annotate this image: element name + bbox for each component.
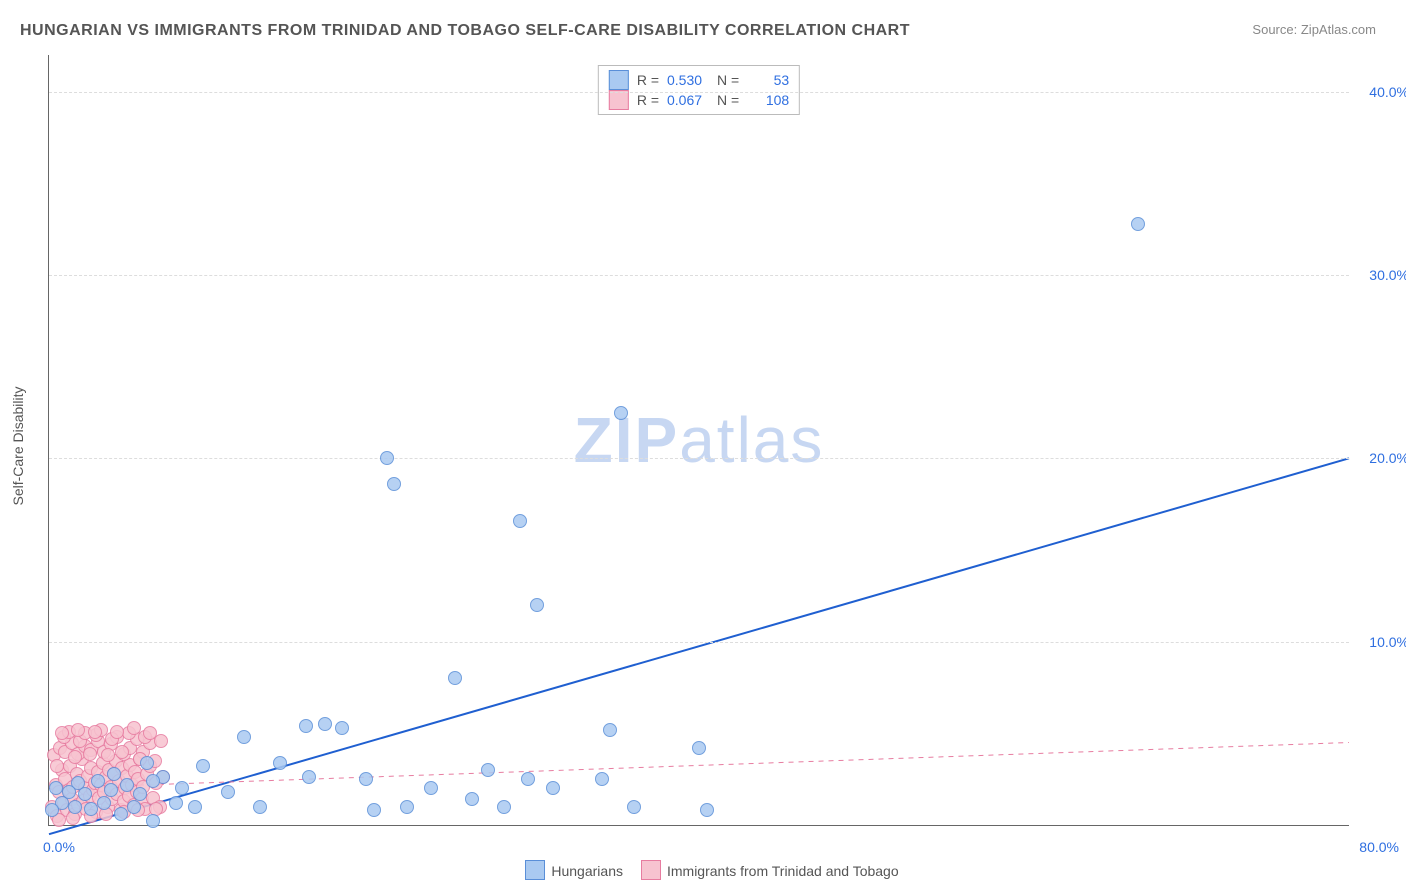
- x-tick-label: 0.0%: [43, 839, 75, 855]
- gridline: [49, 275, 1349, 276]
- data-point-hungarians: [68, 800, 82, 814]
- data-point-hungarians: [513, 514, 527, 528]
- data-point-hungarians: [114, 807, 128, 821]
- data-point-hungarians: [530, 598, 544, 612]
- data-point-hungarians: [133, 787, 147, 801]
- y-tick-label: 30.0%: [1354, 267, 1406, 283]
- data-point-hungarians: [367, 803, 381, 817]
- source-value: ZipAtlas.com: [1301, 22, 1376, 37]
- data-point-hungarians: [299, 719, 313, 733]
- data-point-hungarians: [400, 800, 414, 814]
- legend-swatch-hungarians: [609, 70, 629, 90]
- y-tick-label: 40.0%: [1354, 84, 1406, 100]
- legend-label-hungarians: Hungarians: [551, 863, 623, 879]
- trend-line-hungarians: [49, 458, 1349, 834]
- data-point-hungarians: [302, 770, 316, 784]
- legend-series: Hungarians Immigrants from Trinidad and T…: [0, 860, 1406, 880]
- data-point-hungarians: [97, 796, 111, 810]
- data-point-hungarians: [380, 451, 394, 465]
- data-point-hungarians: [614, 406, 628, 420]
- gridline: [49, 642, 1349, 643]
- data-point-hungarians: [359, 772, 373, 786]
- data-point-trinidad: [115, 745, 129, 759]
- legend-swatch-trinidad: [641, 860, 661, 880]
- data-point-hungarians: [49, 781, 63, 795]
- data-point-hungarians: [448, 671, 462, 685]
- data-point-trinidad: [88, 725, 102, 739]
- data-point-hungarians: [465, 792, 479, 806]
- scatter-plot: ZIPatlas R =0.530N =53R =0.067N =108 10.…: [48, 55, 1349, 826]
- data-point-hungarians: [335, 721, 349, 735]
- data-point-hungarians: [221, 785, 235, 799]
- data-point-hungarians: [253, 800, 267, 814]
- legend-r-prefix: R =: [637, 92, 659, 108]
- data-point-hungarians: [146, 774, 160, 788]
- data-point-hungarians: [196, 759, 210, 773]
- data-point-hungarians: [120, 778, 134, 792]
- data-point-hungarians: [91, 774, 105, 788]
- data-point-hungarians: [107, 767, 121, 781]
- legend-r-prefix: R =: [637, 72, 659, 88]
- data-point-hungarians: [273, 756, 287, 770]
- gridline: [49, 458, 1349, 459]
- chart-title: HUNGARIAN VS IMMIGRANTS FROM TRINIDAD AN…: [20, 22, 910, 40]
- data-point-trinidad: [55, 726, 69, 740]
- data-point-trinidad: [68, 750, 82, 764]
- data-point-hungarians: [627, 800, 641, 814]
- data-point-trinidad: [101, 748, 115, 762]
- trend-lines-layer: [49, 55, 1349, 825]
- y-tick-label: 10.0%: [1354, 634, 1406, 650]
- data-point-hungarians: [603, 723, 617, 737]
- legend-n-value: 53: [747, 72, 789, 88]
- legend-swatch-hungarians: [525, 860, 545, 880]
- data-point-hungarians: [700, 803, 714, 817]
- data-point-hungarians: [318, 717, 332, 731]
- legend-n-prefix: N =: [717, 92, 739, 108]
- data-point-hungarians: [169, 796, 183, 810]
- legend-swatch-trinidad: [609, 90, 629, 110]
- data-point-hungarians: [146, 814, 160, 828]
- y-tick-label: 20.0%: [1354, 450, 1406, 466]
- data-point-trinidad: [143, 726, 157, 740]
- data-point-hungarians: [595, 772, 609, 786]
- source-citation: Source: ZipAtlas.com: [1252, 22, 1376, 37]
- data-point-hungarians: [546, 781, 560, 795]
- data-point-hungarians: [45, 803, 59, 817]
- data-point-hungarians: [497, 800, 511, 814]
- data-point-trinidad: [50, 759, 64, 773]
- data-point-trinidad: [71, 723, 85, 737]
- data-point-trinidad: [110, 725, 124, 739]
- data-point-hungarians: [692, 741, 706, 755]
- legend-n-value: 108: [747, 92, 789, 108]
- y-axis-label: Self-Care Disability: [10, 386, 26, 505]
- x-tick-label: 80.0%: [1359, 839, 1399, 855]
- legend-n-prefix: N =: [717, 72, 739, 88]
- data-point-hungarians: [175, 781, 189, 795]
- data-point-hungarians: [521, 772, 535, 786]
- data-point-hungarians: [104, 783, 118, 797]
- legend-r-value: 0.067: [667, 92, 709, 108]
- data-point-hungarians: [481, 763, 495, 777]
- data-point-hungarians: [387, 477, 401, 491]
- data-point-hungarians: [84, 802, 98, 816]
- legend-label-trinidad: Immigrants from Trinidad and Tobago: [667, 863, 899, 879]
- data-point-trinidad: [127, 721, 141, 735]
- legend-stats: R = 0.530 N = 53 R = 0.067 N = 108: [598, 65, 800, 115]
- data-point-hungarians: [424, 781, 438, 795]
- legend-r-value: 0.530: [667, 72, 709, 88]
- data-point-hungarians: [237, 730, 251, 744]
- legend-stat-row-trinidad: R = 0.067 N = 108: [609, 90, 789, 110]
- data-point-hungarians: [1131, 217, 1145, 231]
- source-label: Source:: [1252, 22, 1297, 37]
- data-point-trinidad: [83, 747, 97, 761]
- data-point-hungarians: [188, 800, 202, 814]
- data-point-hungarians: [127, 800, 141, 814]
- legend-stat-row-hungarians: R = 0.530 N = 53: [609, 70, 789, 90]
- gridline: [49, 92, 1349, 93]
- data-point-hungarians: [140, 756, 154, 770]
